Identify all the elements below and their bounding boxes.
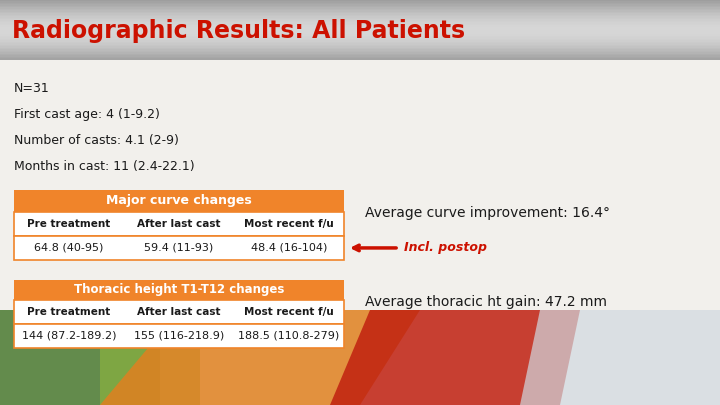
- Bar: [0, 19, 720, 21]
- Bar: [0, 11, 720, 12]
- Bar: [14, 300, 344, 324]
- Text: 59.4 (11-93): 59.4 (11-93): [145, 243, 214, 253]
- Text: After last cast: After last cast: [138, 307, 221, 317]
- Text: First cast age: 4 (1-9.2): First cast age: 4 (1-9.2): [14, 108, 160, 121]
- Text: Number of casts: 4.1 (2-9): Number of casts: 4.1 (2-9): [14, 134, 179, 147]
- Bar: [100, 310, 200, 405]
- Text: Incl. postop: Incl. postop: [404, 241, 487, 254]
- Bar: [0, 23, 720, 24]
- Bar: [0, 310, 160, 405]
- Bar: [0, 3, 720, 4]
- Polygon shape: [100, 310, 420, 405]
- Bar: [14, 190, 344, 212]
- Text: Most recent f/u: Most recent f/u: [244, 307, 334, 317]
- Bar: [14, 324, 344, 348]
- Bar: [0, 37, 720, 39]
- Bar: [0, 21, 720, 22]
- Bar: [0, 58, 720, 60]
- Text: 48.4 (16-104): 48.4 (16-104): [251, 243, 327, 253]
- Bar: [0, 45, 720, 47]
- Bar: [0, 8, 720, 9]
- Bar: [0, 40, 720, 42]
- Text: 155 (116-218.9): 155 (116-218.9): [134, 331, 224, 341]
- Text: N=31: N=31: [14, 82, 50, 95]
- Bar: [0, 47, 720, 48]
- Bar: [0, 12, 720, 13]
- Bar: [0, 24, 720, 26]
- Bar: [14, 280, 344, 300]
- Text: After last cast: After last cast: [138, 219, 221, 229]
- Text: Average thoracic ht gain: 47.2 mm: Average thoracic ht gain: 47.2 mm: [365, 295, 607, 309]
- Bar: [0, 34, 720, 36]
- Bar: [0, 13, 720, 15]
- Bar: [0, 48, 720, 49]
- Bar: [0, 6, 720, 8]
- Bar: [0, 55, 720, 57]
- Text: 64.8 (40-95): 64.8 (40-95): [35, 243, 104, 253]
- Bar: [0, 49, 720, 51]
- Text: Most recent f/u: Most recent f/u: [244, 219, 334, 229]
- Text: Pre treatment: Pre treatment: [27, 219, 111, 229]
- Bar: [0, 30, 720, 32]
- Text: Thoracic height T1-T12 changes: Thoracic height T1-T12 changes: [74, 284, 284, 296]
- Polygon shape: [520, 310, 720, 405]
- Text: Major curve changes: Major curve changes: [106, 194, 252, 207]
- Bar: [0, 33, 720, 34]
- Bar: [0, 26, 720, 27]
- Bar: [0, 51, 720, 52]
- Bar: [0, 17, 720, 18]
- Text: Radiographic Results: All Patients: Radiographic Results: All Patients: [12, 19, 465, 43]
- Bar: [0, 27, 720, 28]
- Bar: [0, 18, 720, 19]
- Bar: [0, 9, 720, 11]
- Bar: [0, 32, 720, 33]
- Bar: [0, 36, 720, 37]
- Bar: [14, 236, 344, 260]
- Bar: [0, 43, 720, 45]
- Bar: [0, 42, 720, 43]
- Bar: [0, 52, 720, 54]
- Text: 144 (87.2-189.2): 144 (87.2-189.2): [22, 331, 116, 341]
- Bar: [0, 60, 720, 405]
- Bar: [0, 2, 720, 3]
- Bar: [0, 57, 720, 58]
- Bar: [0, 15, 720, 17]
- Bar: [0, 4, 720, 6]
- Bar: [14, 212, 344, 236]
- Bar: [0, 28, 720, 30]
- Bar: [0, 39, 720, 41]
- Bar: [0, 0, 720, 2]
- Text: 188.5 (110.8-279): 188.5 (110.8-279): [238, 331, 340, 341]
- Text: Pre treatment: Pre treatment: [27, 307, 111, 317]
- Polygon shape: [330, 310, 580, 405]
- Text: Average curve improvement: 16.4°: Average curve improvement: 16.4°: [365, 206, 610, 220]
- Text: Months in cast: 11 (2.4-22.1): Months in cast: 11 (2.4-22.1): [14, 160, 194, 173]
- Bar: [0, 54, 720, 55]
